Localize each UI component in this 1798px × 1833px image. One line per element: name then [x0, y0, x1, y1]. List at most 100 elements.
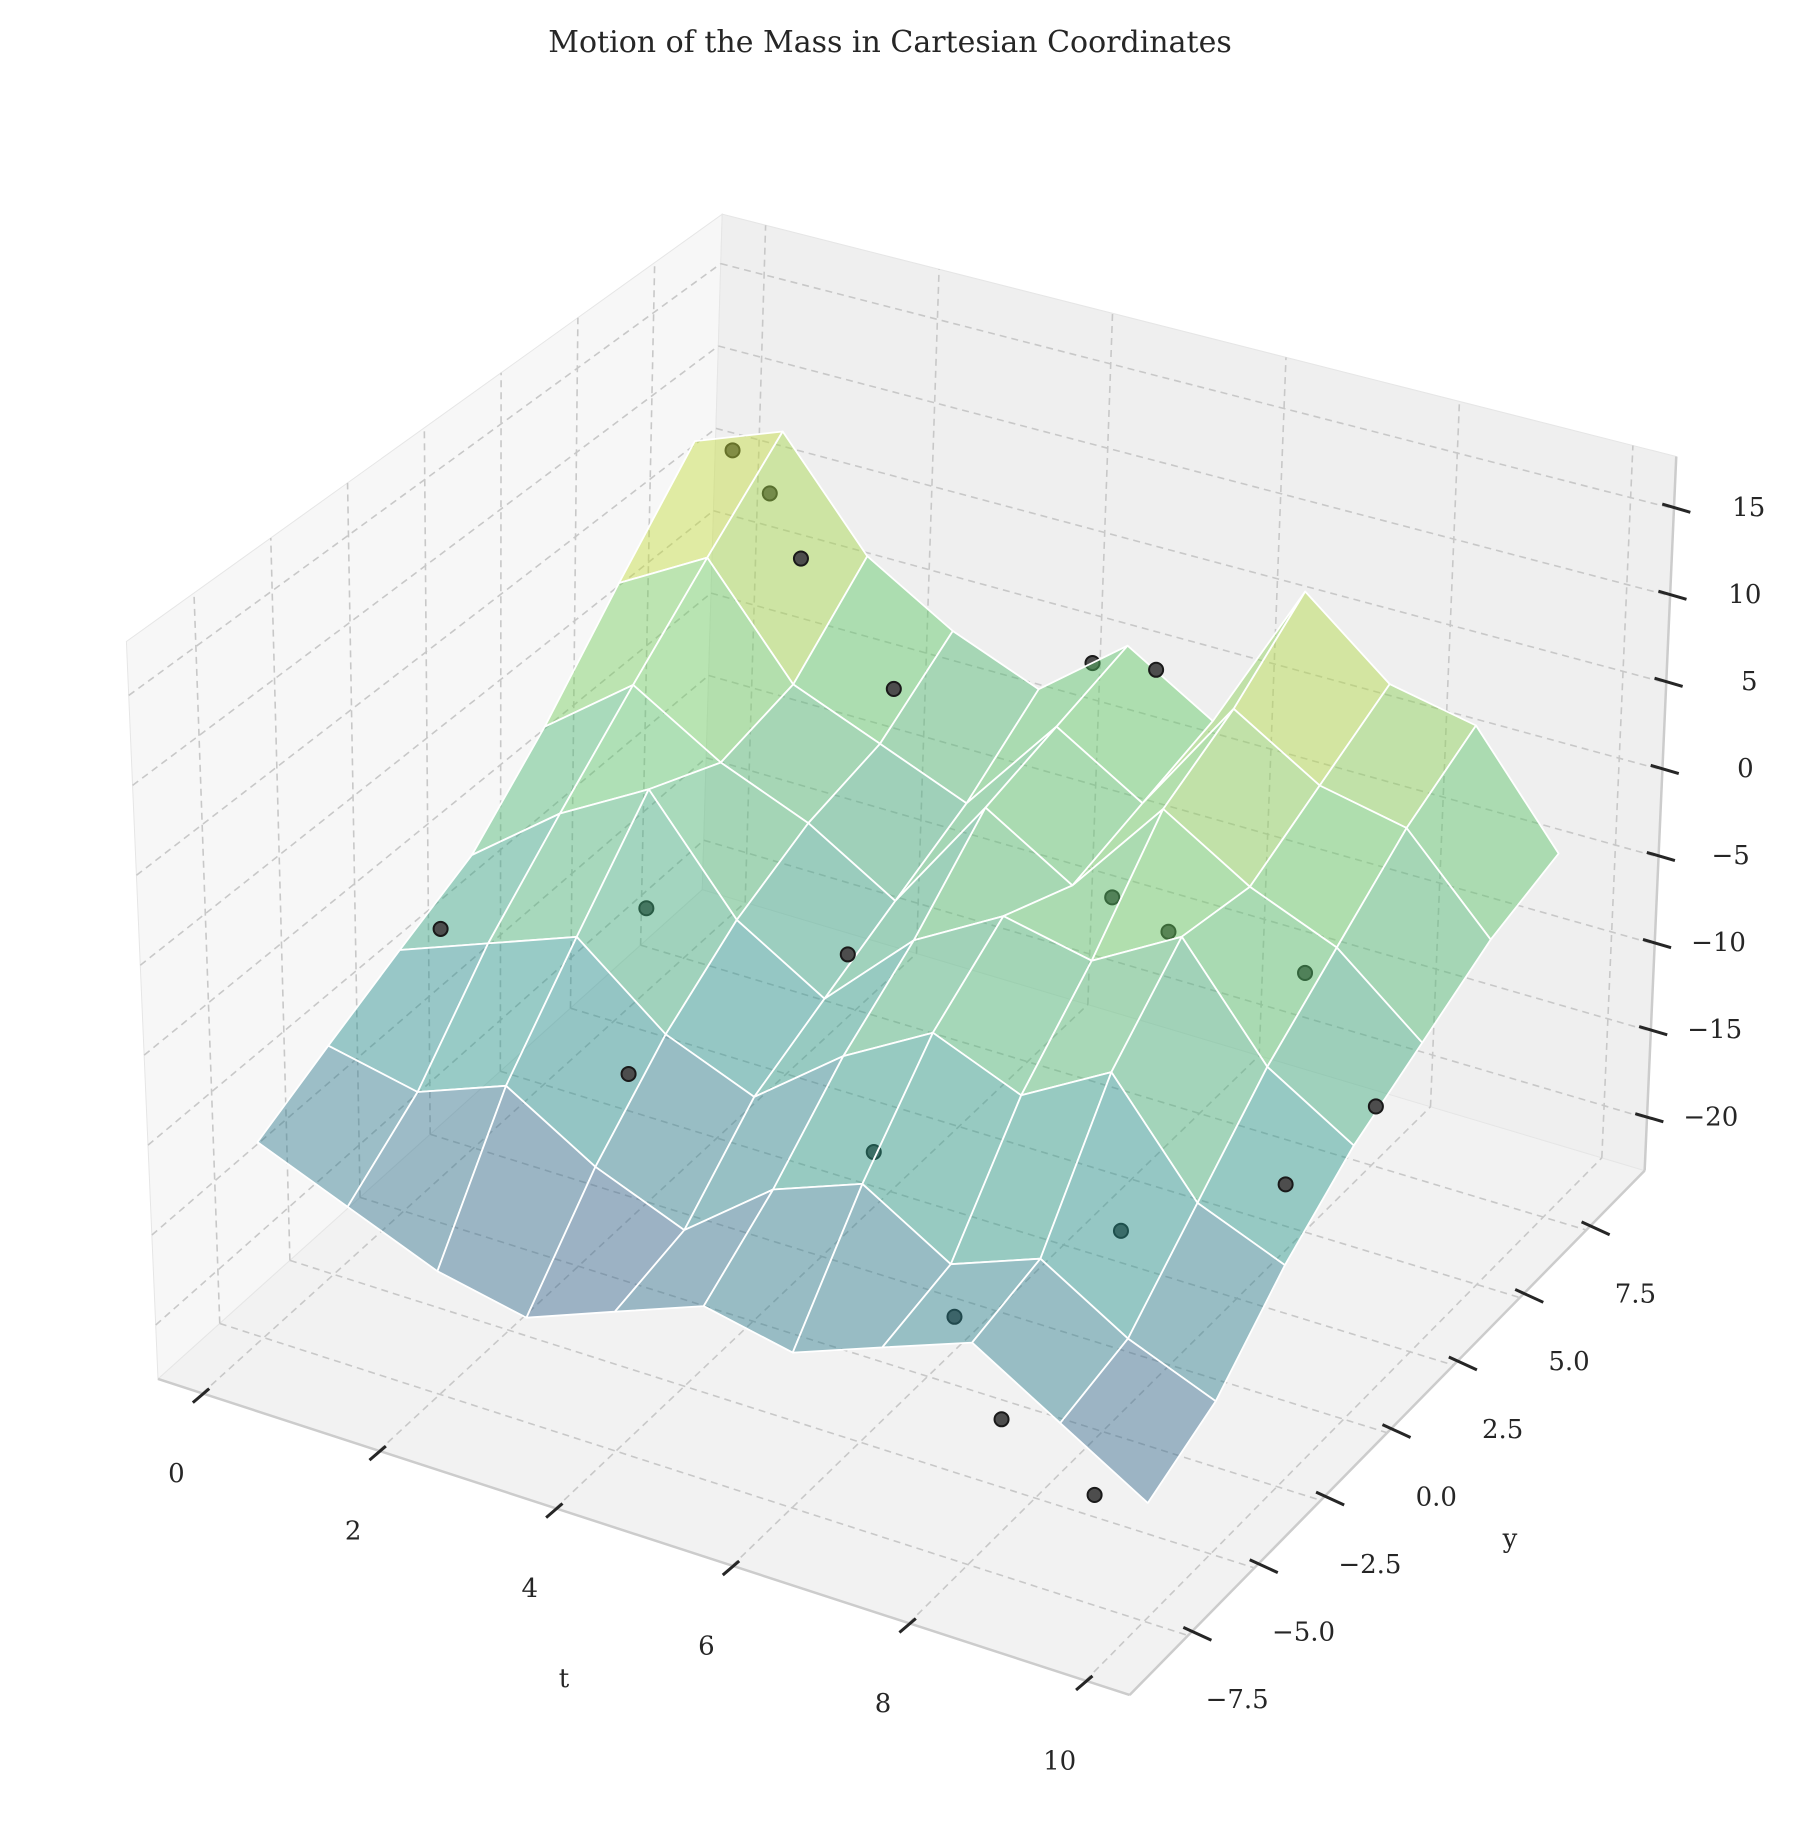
grid-line [143, 592, 712, 1056]
scatter-point [724, 442, 741, 459]
grid-line [499, 372, 502, 1072]
tick-label: −20 [1683, 1102, 1738, 1132]
tick-label: −5 [1712, 841, 1750, 871]
scatter-point [839, 946, 856, 963]
grid-line [1087, 313, 1114, 1005]
tick-mark [1650, 763, 1680, 775]
grid-line [378, 952, 918, 1452]
grid-line [744, 225, 767, 903]
tick-mark [1075, 1674, 1094, 1692]
grid-line [703, 839, 1648, 1120]
tick-label: −10 [1691, 928, 1746, 958]
y-axis-label: y [1502, 1524, 1518, 1554]
grid-line [500, 1070, 1454, 1366]
scatter-point [993, 1411, 1010, 1428]
tick-label: −5.0 [1272, 1617, 1335, 1647]
tick-mark [1448, 1355, 1478, 1372]
tick-mark [1657, 589, 1687, 601]
tick-label: 15 [1732, 493, 1765, 523]
grid-line [1601, 445, 1634, 1158]
tick-label: 8 [875, 1689, 892, 1719]
scatter-point [1112, 1222, 1129, 1239]
tick-mark [1654, 676, 1684, 688]
scatter-point [1277, 1176, 1294, 1193]
tick-label: 5.0 [1548, 1347, 1589, 1377]
grid-line [1429, 401, 1461, 1107]
grid-line [715, 427, 1667, 684]
grid-line [708, 674, 1655, 945]
scatter-point [1148, 661, 1165, 678]
scatter-point [638, 900, 655, 917]
scatter-point [1160, 923, 1177, 940]
grid-line [915, 269, 940, 954]
tick-label: 10 [1043, 1747, 1076, 1777]
x-axis-label: t [559, 1664, 570, 1694]
grid-line [155, 839, 705, 1326]
tick-mark [1514, 1288, 1544, 1304]
axis-line [1643, 456, 1678, 1171]
grid-line [710, 592, 1659, 858]
grid-line [269, 537, 291, 1261]
tick-label: 2.5 [1482, 1415, 1523, 1445]
grid-line [570, 1007, 1521, 1299]
grid-line [128, 262, 722, 697]
grid-line [718, 345, 1671, 597]
scatter-point [1086, 1486, 1103, 1503]
scatter-point [432, 920, 449, 937]
grid-line [640, 944, 1587, 1231]
tick-label: 6 [698, 1632, 715, 1662]
tick-mark [191, 1387, 211, 1404]
scatter-point [620, 1065, 637, 1082]
tick-label: 5 [1741, 667, 1758, 697]
grid-line [135, 427, 717, 876]
grid-line [908, 1106, 1432, 1624]
tick-mark [545, 1502, 564, 1519]
grid-line [139, 510, 715, 966]
scatter-point [1104, 889, 1121, 906]
tick-label: 0 [1737, 754, 1754, 784]
grid-line [423, 427, 431, 1135]
grid-line [639, 262, 656, 946]
tick-label: 2 [345, 1517, 362, 1547]
scatter-point [1297, 964, 1314, 981]
tick-mark [898, 1617, 917, 1634]
tick-mark [1661, 502, 1691, 514]
grid-line [193, 592, 221, 1324]
grid-line [720, 262, 1675, 510]
scatter-point [792, 550, 809, 567]
tick-label: 10 [1728, 580, 1761, 610]
surface-patch [1059, 1337, 1217, 1504]
tick-label: 4 [521, 1574, 538, 1604]
scatter-point [761, 485, 778, 502]
tick-mark [1642, 938, 1672, 950]
grid-line [219, 1322, 1189, 1637]
tick-label: 0.0 [1416, 1482, 1457, 1512]
tick-mark [1381, 1423, 1412, 1439]
grid-line [713, 509, 1663, 771]
tick-mark [1182, 1625, 1213, 1642]
scatter-point [946, 1308, 963, 1325]
grid-line [706, 757, 1652, 1033]
tick-label: −2.5 [1338, 1550, 1401, 1580]
tick-label: 7.5 [1615, 1280, 1656, 1310]
grid-line [1258, 357, 1287, 1056]
grid-line [147, 674, 710, 1146]
chart-title: Motion of the Mass in Cartesian Coordina… [548, 25, 1231, 60]
tick-mark [1646, 850, 1676, 863]
tick-mark [1638, 1025, 1668, 1037]
tick-label: −7.5 [1206, 1685, 1269, 1715]
scatter-point [885, 680, 902, 697]
tick-label: 0 [168, 1459, 185, 1489]
tick-mark [1249, 1558, 1279, 1574]
grid-line [132, 345, 719, 787]
tick-mark [1580, 1220, 1611, 1237]
tick-mark [368, 1444, 387, 1462]
grid-line [289, 1259, 1255, 1569]
axis-line [157, 1377, 1130, 1697]
grid-line [1084, 1157, 1603, 1682]
scatter-point [1367, 1098, 1384, 1115]
grid-line [201, 901, 746, 1394]
tick-mark [721, 1559, 741, 1577]
axis-line [1128, 1169, 1646, 1696]
